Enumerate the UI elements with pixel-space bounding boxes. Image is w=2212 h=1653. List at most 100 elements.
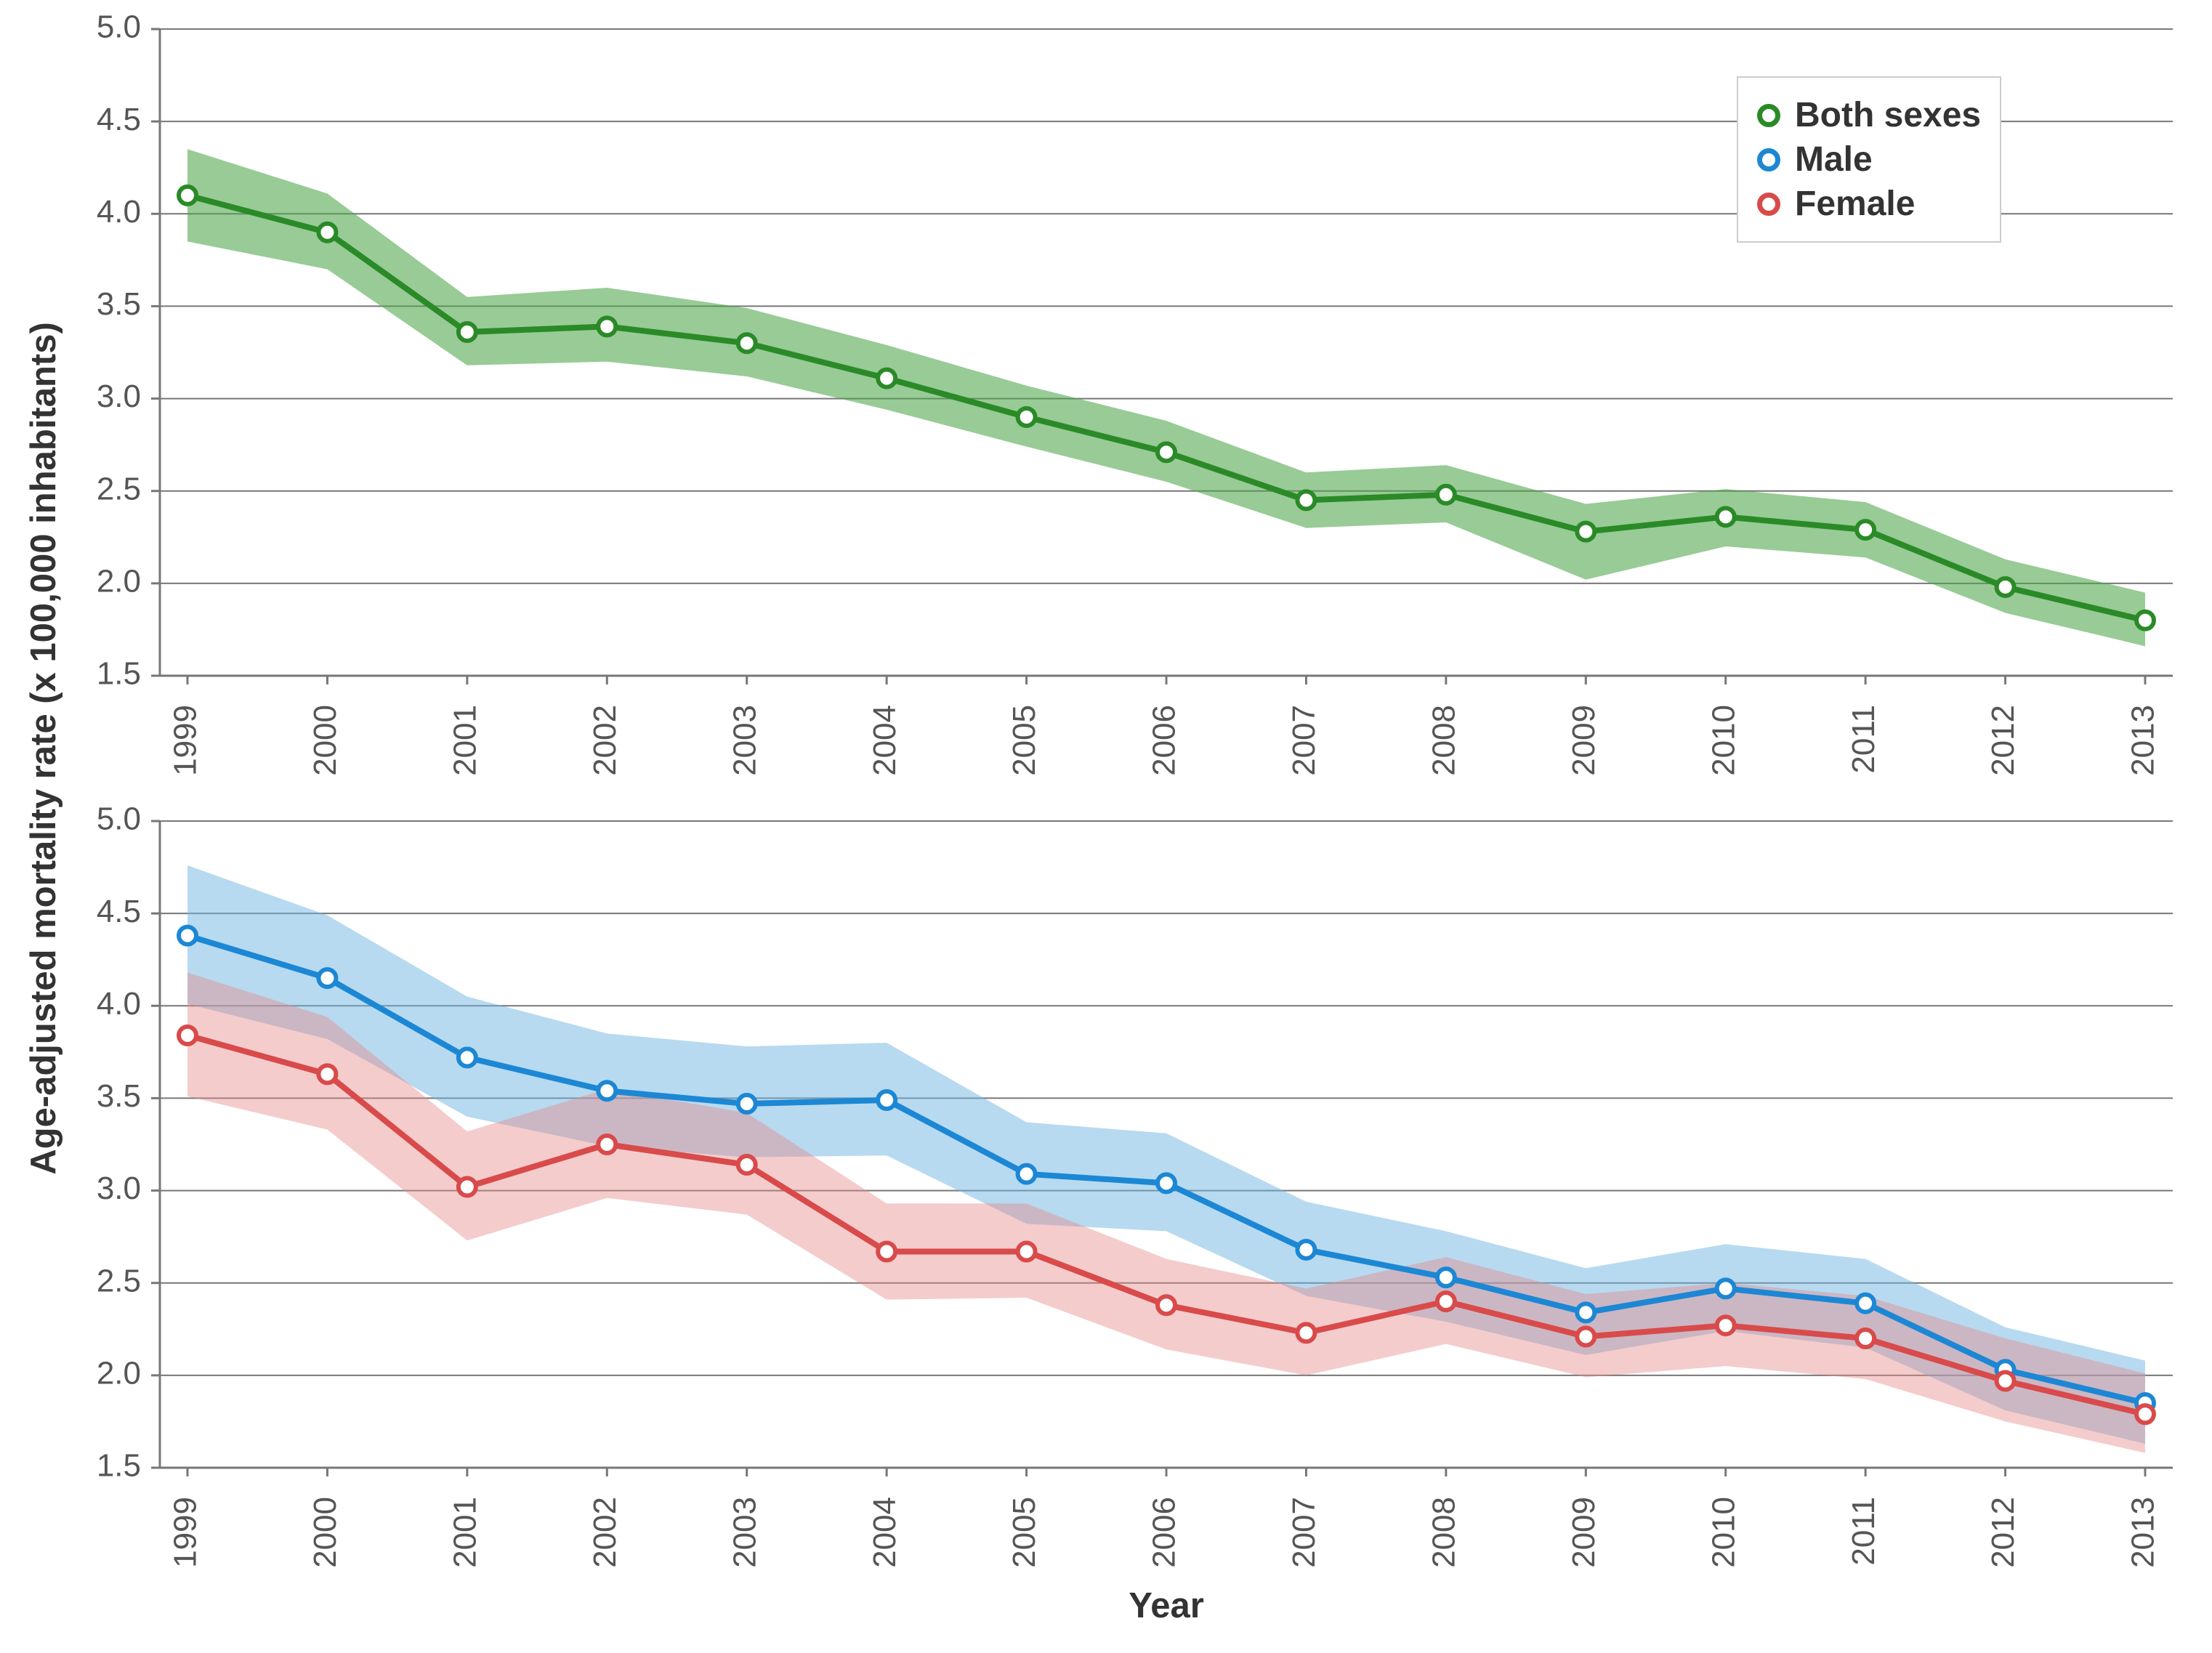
y-tick-label: 4.0: [97, 194, 141, 230]
series-marker-female: [1997, 1372, 2014, 1389]
y-tick-label: 2.0: [97, 1355, 141, 1391]
x-tick-label: 2002: [587, 1497, 623, 1568]
legend-item-female: Female: [1757, 184, 1981, 224]
x-tick-label: 2006: [1147, 1497, 1182, 1568]
series-marker-female: [598, 1136, 615, 1153]
y-tick-label: 3.0: [97, 379, 141, 414]
series-marker-female: [1158, 1296, 1175, 1314]
series-marker-female: [1437, 1293, 1455, 1310]
legend-item-both: Both sexes: [1757, 95, 1981, 135]
mortality-chart: Age-adjusted mortality rate (x 100,000 i…: [0, 0, 2212, 1653]
legend-label-both: Both sexes: [1795, 95, 1981, 135]
x-tick-label: 2011: [1846, 705, 1881, 774]
y-tick-label: 4.0: [97, 986, 141, 1022]
series-marker-male: [738, 1095, 756, 1112]
x-tick-label: 2007: [1286, 1497, 1322, 1568]
legend: Both sexes Male Female: [1737, 76, 2001, 243]
x-tick-label: 2010: [1706, 1497, 1741, 1568]
y-tick-label: 1.5: [97, 1448, 141, 1484]
x-tick-label: 2013: [2126, 1497, 2161, 1568]
series-marker-both: [738, 334, 756, 352]
legend-label-male: Male: [1795, 140, 1873, 179]
x-tick-label: 2007: [1286, 705, 1322, 776]
x-tick-label: 2003: [727, 705, 762, 776]
legend-marker-male: [1757, 148, 1780, 171]
y-tick-label: 5.0: [97, 9, 141, 45]
y-tick-label: 3.5: [97, 1078, 141, 1114]
series-marker-both: [1018, 408, 1036, 426]
series-marker-both: [1297, 491, 1315, 509]
legend-marker-both: [1757, 104, 1780, 127]
series-marker-both: [878, 370, 895, 387]
x-tick-label: 2006: [1147, 705, 1182, 776]
series-marker-female: [1717, 1317, 1735, 1334]
series-marker-male: [179, 927, 196, 945]
x-tick-label: 2012: [1985, 705, 2021, 776]
x-tick-label: 2010: [1706, 705, 1741, 776]
series-marker-both: [1437, 486, 1455, 504]
x-tick-label: 2009: [1566, 705, 1602, 776]
series-marker-female: [878, 1242, 895, 1260]
x-tick-label: 2000: [307, 705, 343, 776]
x-tick-label: 2009: [1566, 1497, 1602, 1568]
series-marker-female: [1857, 1330, 1874, 1347]
x-tick-label: 2000: [307, 1497, 343, 1568]
y-tick-label: 5.0: [97, 801, 141, 837]
y-tick-label: 2.5: [97, 1263, 141, 1298]
series-marker-male: [1158, 1174, 1175, 1192]
series-marker-male: [1857, 1295, 1874, 1312]
x-tick-label: 2002: [587, 705, 623, 776]
series-marker-female: [738, 1156, 756, 1173]
series-marker-female: [1018, 1242, 1036, 1260]
series-marker-female: [318, 1065, 336, 1083]
x-tick-label: 2005: [1006, 1497, 1042, 1568]
series-marker-male: [878, 1091, 895, 1109]
series-marker-both: [1997, 578, 2014, 596]
x-tick-label: 2004: [867, 705, 903, 776]
series-marker-both: [598, 318, 615, 335]
series-marker-male: [1018, 1165, 1036, 1183]
series-marker-male: [1577, 1304, 1594, 1321]
series-marker-female: [1577, 1327, 1594, 1345]
series-marker-both: [2136, 612, 2154, 629]
y-tick-label: 3.0: [97, 1171, 141, 1206]
series-marker-female: [459, 1178, 476, 1195]
series-marker-male: [1717, 1280, 1735, 1297]
x-tick-label: 2001: [447, 1497, 483, 1568]
series-marker-both: [1577, 523, 1594, 541]
y-tick-label: 4.5: [97, 894, 141, 929]
series-marker-both: [318, 224, 336, 241]
y-tick-label: 1.5: [97, 656, 141, 692]
x-tick-label: 1999: [168, 705, 203, 776]
x-tick-label: 2001: [447, 705, 483, 776]
series-marker-both: [1717, 508, 1735, 525]
x-tick-label: 2004: [867, 1497, 903, 1568]
series-line-both: [187, 195, 2145, 621]
series-marker-male: [318, 969, 336, 987]
y-tick-label: 2.0: [97, 563, 141, 599]
series-marker-both: [1857, 521, 1874, 538]
y-tick-label: 4.5: [97, 102, 141, 137]
chart-svg: 1.5 2.0 2.5 3.0 3.5 4.0 4.5 5.0 1999 2000 2001 2002…: [0, 0, 2212, 1653]
x-tick-label: 1999: [168, 1497, 203, 1568]
x-tick-label: 2008: [1426, 705, 1461, 776]
legend-label-female: Female: [1795, 184, 1915, 224]
series-marker-female: [179, 1027, 196, 1044]
x-tick-label: 2011: [1846, 1497, 1881, 1566]
x-tick-label: 2003: [727, 1497, 762, 1568]
x-tick-label: 2013: [2126, 705, 2161, 776]
series-marker-both: [179, 187, 196, 204]
series-marker-male: [1297, 1241, 1315, 1258]
legend-marker-female: [1757, 193, 1780, 216]
series-marker-both: [459, 323, 476, 341]
x-tick-label: 2005: [1006, 705, 1042, 776]
legend-item-male: Male: [1757, 140, 1981, 179]
y-tick-label: 3.5: [97, 286, 141, 322]
chart-panel: 1.5 2.0 2.5 3.0 3.5 4.0 4.5 5.0 1999 2000 2001 2002…: [97, 801, 2173, 1568]
series-marker-male: [1437, 1269, 1455, 1286]
series-marker-female: [1297, 1324, 1315, 1341]
y-tick-label: 2.5: [97, 471, 141, 506]
x-tick-label: 2012: [1985, 1497, 2021, 1568]
series-marker-female: [2136, 1405, 2154, 1423]
series-marker-both: [1158, 443, 1175, 461]
